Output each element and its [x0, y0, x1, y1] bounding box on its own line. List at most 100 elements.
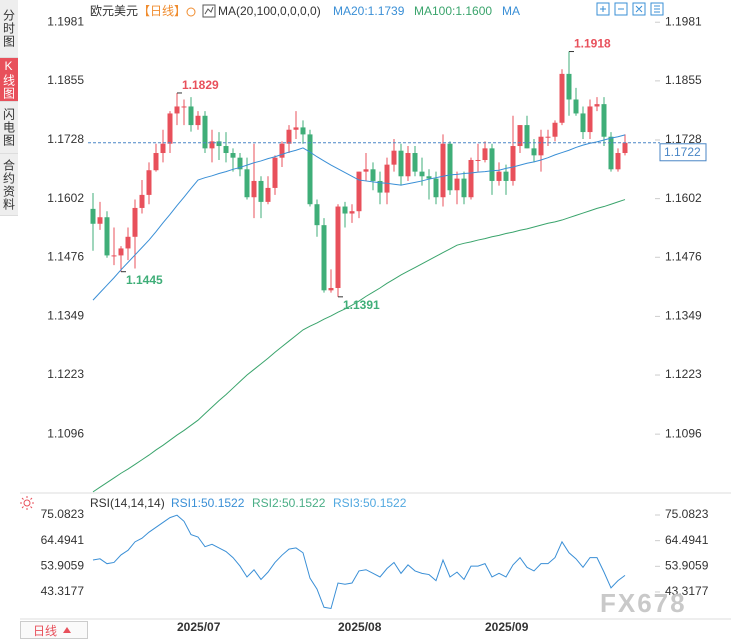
candle-body — [615, 153, 621, 170]
candle-body — [293, 127, 299, 130]
y-tick-label-right: 1.1096 — [665, 426, 702, 440]
rsi-icon-rays — [20, 496, 34, 510]
y-tick-label: 1.1223 — [47, 367, 84, 381]
candle-body — [580, 113, 586, 133]
y-tick-label-right: 1.1223 — [665, 367, 702, 381]
toolbar-button[interactable] — [632, 2, 646, 16]
candle-body — [412, 153, 418, 172]
candle-body — [300, 127, 306, 135]
sidebar-tab[interactable]: 分时图 — [0, 0, 18, 58]
candle-body — [160, 143, 166, 154]
x-tick-label: 2025/09 — [485, 620, 529, 634]
y-tick-label-right: 53.9059 — [665, 558, 709, 572]
ma-line — [92, 134, 626, 301]
candle-body — [426, 176, 432, 179]
rsi-line — [92, 514, 626, 610]
period-icon[interactable] — [186, 7, 196, 17]
sidebar-tab[interactable]: K线图 — [0, 58, 18, 102]
candle-body — [398, 150, 404, 177]
candle-body — [132, 207, 138, 237]
candle-body — [251, 180, 257, 198]
candle-body — [489, 148, 495, 181]
ma-button[interactable]: MA — [502, 4, 520, 18]
candle-body — [391, 150, 397, 165]
y-tick-label: 1.1349 — [47, 309, 84, 323]
candle-body — [559, 73, 565, 123]
candle-body — [139, 194, 145, 208]
candle-body — [118, 248, 124, 256]
candle-body — [174, 106, 180, 114]
toolbar-button[interactable] — [614, 2, 628, 16]
y-tick-label-right: 1.1602 — [665, 191, 702, 205]
candle-body — [216, 141, 222, 147]
candle-body — [454, 178, 460, 191]
candle-body — [482, 148, 488, 160]
candle-body — [608, 136, 614, 170]
indicator-icon-glyph — [204, 6, 214, 15]
candle-body — [419, 171, 425, 177]
candle-body — [496, 171, 502, 181]
candle-body — [461, 178, 467, 198]
toolbar — [596, 2, 664, 16]
candle-body — [223, 146, 229, 154]
ma-line — [92, 199, 626, 493]
extreme-label: 1.1445 — [126, 273, 163, 287]
arrow-icon — [63, 627, 72, 633]
candle-body — [244, 169, 250, 198]
candle-body — [195, 115, 201, 126]
y-tick-label-right: 1.1476 — [665, 249, 702, 263]
y-tick-label-right: 75.0823 — [665, 507, 709, 521]
candle-body — [328, 287, 334, 291]
rsi-icon[interactable] — [20, 496, 34, 510]
x-tick-label: 2025/08 — [338, 620, 382, 634]
toolbar-button[interactable] — [596, 2, 610, 16]
y-tick-label: 1.1981 — [47, 14, 84, 28]
watermark: FX678 — [600, 588, 687, 618]
extreme-label: 1.1829 — [182, 78, 219, 92]
candle-body — [202, 115, 208, 149]
candle-body — [524, 125, 530, 149]
y-tick-label-right: 1.1981 — [665, 14, 702, 28]
candle-body — [335, 206, 341, 288]
candle-body — [307, 134, 313, 205]
y-tick-label: 75.0823 — [41, 507, 85, 521]
candle-body — [321, 225, 327, 291]
legend-entry: RSI1:50.1522 — [171, 496, 245, 510]
indicator-label: MA(20,100,0,0,0,0) — [218, 4, 321, 18]
candle-body — [230, 153, 236, 158]
candle-body — [468, 159, 474, 198]
y-tick-label-right: 43.3177 — [665, 584, 709, 598]
candle-body — [104, 217, 110, 256]
sidebar-tab[interactable]: 闪电图 — [0, 102, 18, 154]
candle-body — [601, 104, 607, 137]
instrument-title: 欧元美元 — [90, 4, 138, 18]
y-tick-label: 1.1855 — [47, 73, 84, 87]
legend-entry: RSI3:50.1522 — [333, 496, 407, 510]
candle-body — [314, 204, 320, 226]
candle-body — [349, 211, 355, 214]
candle-body — [188, 106, 194, 126]
period-button[interactable]: 日线 — [20, 621, 88, 639]
candle-body — [370, 169, 376, 181]
candle-body — [440, 143, 446, 198]
y-tick-label: 1.1096 — [47, 426, 84, 440]
sidebar-tab[interactable]: 合约资料 — [0, 154, 18, 216]
extreme-label: 1.1391 — [343, 298, 380, 312]
candle-body — [475, 159, 481, 161]
candle-body — [538, 136, 544, 156]
candle-body — [573, 99, 579, 114]
candle-body — [377, 180, 383, 193]
candle-body — [237, 157, 243, 170]
last-price-box — [659, 143, 707, 162]
candle-body — [146, 170, 152, 195]
period-button-label: 日线 — [33, 623, 58, 638]
candle-body — [167, 113, 173, 144]
extreme-label: 1.1918 — [574, 37, 611, 51]
indicator-icon[interactable] — [202, 4, 216, 18]
candle-body — [433, 178, 439, 198]
toolbar-button[interactable] — [650, 2, 664, 16]
candle-body — [272, 157, 278, 188]
candle-body — [97, 217, 103, 224]
candle-body — [384, 164, 390, 193]
candle-body — [90, 208, 96, 224]
